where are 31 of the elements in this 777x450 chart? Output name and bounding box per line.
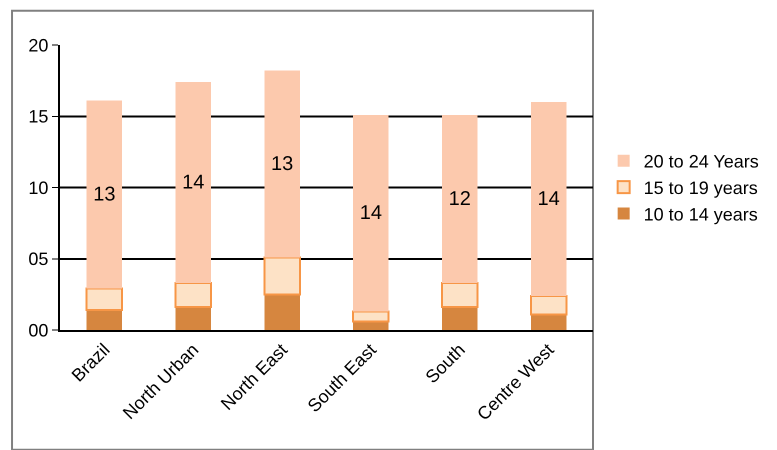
bar xyxy=(440,282,479,308)
bar xyxy=(175,82,212,283)
data-label: 14 xyxy=(182,172,204,194)
y-tick-label: 05 xyxy=(28,249,48,270)
bar xyxy=(86,100,122,289)
bar xyxy=(264,70,300,258)
bar xyxy=(442,114,478,283)
bar xyxy=(530,314,566,330)
y-tick-label: 20 xyxy=(28,35,48,56)
bar xyxy=(442,307,478,330)
bar xyxy=(174,282,212,308)
bar xyxy=(175,307,212,330)
data-label: 13 xyxy=(270,152,294,175)
legend-label: 10 to 14 years xyxy=(644,204,758,225)
y-tick-label: 10 xyxy=(28,178,48,198)
legend-label: 15 to 19 years xyxy=(644,178,758,198)
bar xyxy=(86,288,124,312)
bar xyxy=(86,310,122,330)
legend-label: 20 to 24 Years xyxy=(644,152,759,172)
data-label: 13 xyxy=(93,184,116,206)
bar xyxy=(263,256,301,296)
bar xyxy=(530,102,566,296)
bar xyxy=(353,114,389,312)
y-tick-label: 15 xyxy=(28,106,48,127)
data-label: 14 xyxy=(360,202,382,224)
data-label: 12 xyxy=(448,188,471,210)
y-tick-label: 00 xyxy=(28,320,48,340)
data-label: 14 xyxy=(537,188,560,210)
bar xyxy=(352,310,390,322)
bar xyxy=(264,294,300,330)
bar xyxy=(530,294,568,316)
